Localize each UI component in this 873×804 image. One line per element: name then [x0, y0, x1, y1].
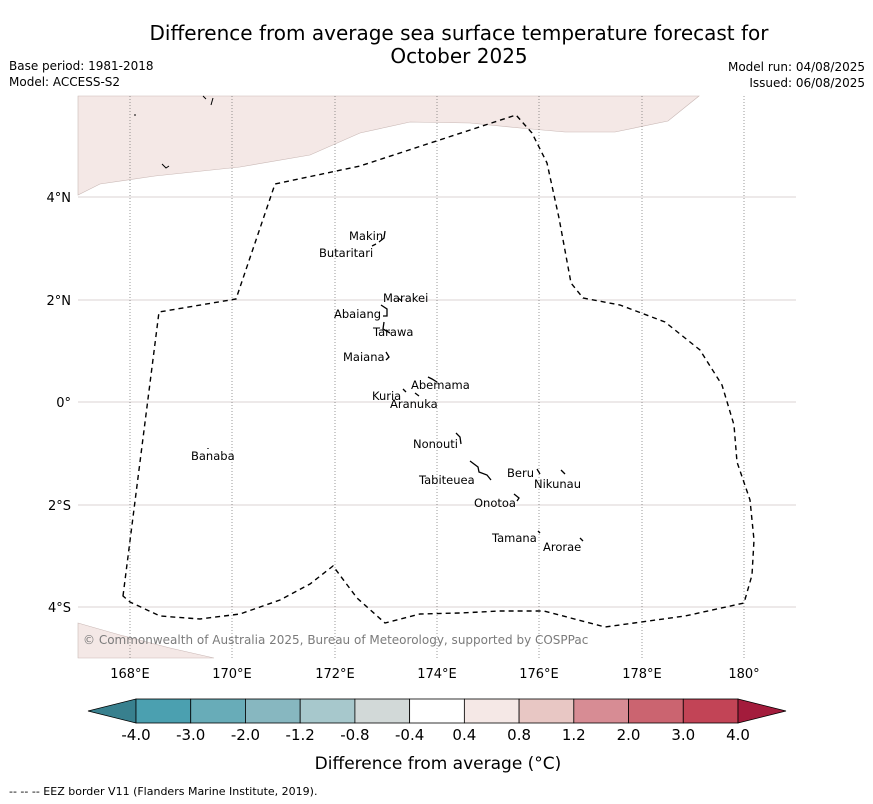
atoll-tamana — [537, 530, 541, 534]
eez-footnote: -- -- -- EEZ border V11 (Flanders Marine… — [9, 785, 318, 798]
label-onotoa: Onotoa — [474, 496, 516, 510]
atoll-kuria — [402, 388, 407, 393]
label-tarawa: Tarawa — [372, 325, 413, 339]
colorbar-extend-low — [87, 698, 137, 724]
lon-label-170e: 170°E — [212, 667, 252, 682]
meta-left: Base period: 1981-2018 Model: ACCESS-S2 — [9, 58, 154, 90]
lon-label-176e: 176°E — [519, 667, 559, 682]
map-title-line2: October 2025 — [390, 44, 528, 68]
colorbar: -4.0 -3.0 -2.0 -1.2 -0.8 -0.4 0.4 0.8 1.2 2.0 3.0 4… — [87, 698, 787, 744]
colorbar-tick-label: 0.8 — [507, 726, 531, 744]
model-run-text: Model run: 04/08/2025 — [727, 60, 865, 74]
label-aranuka: Aranuka — [390, 397, 438, 411]
label-tabiteuea: Tabiteuea — [418, 473, 475, 487]
label-nikunau: Nikunau — [534, 477, 581, 491]
colorbar-tick-label: 4.0 — [726, 726, 750, 744]
colorbar-label: Difference from average (°C) — [315, 754, 562, 774]
colorbar-segment — [573, 698, 629, 724]
atoll-abemama — [427, 376, 438, 383]
atolls — [207, 230, 584, 542]
label-beru: Beru — [507, 466, 534, 480]
gridlines — [78, 96, 796, 658]
label-butaritari: Butaritari — [319, 246, 373, 260]
atoll-marakei — [397, 297, 403, 302]
label-banaba: Banaba — [191, 449, 235, 463]
label-kuria: Kuria — [372, 389, 401, 403]
colorbar-tick-label: 2.0 — [617, 726, 641, 744]
colorbar-segment — [518, 698, 575, 724]
atoll-abaiang — [380, 304, 388, 317]
atoll-onotoa — [513, 493, 520, 502]
colorbar-tick-label: -4.0 — [121, 726, 150, 744]
meta-right: Model run: 04/08/2025 Issued: 06/08/2025 — [728, 59, 865, 91]
colorbar-tick-label: -0.4 — [395, 726, 424, 744]
eez-border — [122, 114, 755, 628]
land-areas — [77, 95, 700, 659]
lat-label-0: 0° — [56, 396, 71, 411]
colorbar-extend-high — [737, 698, 787, 724]
map-title: Difference from average sea surface temp… — [0, 22, 873, 68]
lon-label-168e: 168°E — [110, 667, 150, 682]
lat-label-4s: 4°S — [48, 601, 71, 616]
atoll-tabiteuea — [469, 460, 492, 481]
colorbar-tick-label: -0.8 — [340, 726, 369, 744]
lat-label-4n: 4°N — [47, 191, 72, 206]
atoll-butaritari — [371, 243, 377, 247]
label-marakei: Marakei — [383, 291, 428, 305]
colorbar-tick-label: 0.4 — [452, 726, 476, 744]
lat-label-2n: 2°N — [47, 294, 72, 309]
colorbar-segment — [409, 698, 465, 724]
colorbar-segment — [299, 698, 356, 724]
atoll-tarawa — [382, 321, 391, 334]
colorbar-tick-label: -2.0 — [231, 726, 260, 744]
lat-label-2s: 2°S — [48, 499, 71, 514]
label-nonouti: Nonouti — [413, 437, 458, 451]
atoll-makin — [378, 230, 386, 243]
lon-label-178e: 178°E — [622, 667, 662, 682]
label-makin: Makin — [349, 229, 383, 243]
colorbar-segment — [463, 698, 520, 724]
atoll-maiana — [385, 351, 390, 361]
colorbar-tick-label: -3.0 — [176, 726, 205, 744]
issued-text: Issued: 06/08/2025 — [749, 76, 865, 90]
atoll-beru — [536, 468, 541, 475]
longitude-labels: 168°E 170°E 172°E 174°E 176°E 178°E 180° — [110, 667, 759, 682]
atoll-nonouti — [455, 432, 462, 445]
latitude-labels: 4°N 2°N 0° 2°S 4°S — [47, 191, 72, 616]
colorbar-tick-label: 3.0 — [671, 726, 695, 744]
lon-label-172e: 172°E — [315, 667, 355, 682]
land-southwest — [77, 622, 215, 659]
colorbar-tick-label: 1.2 — [562, 726, 586, 744]
label-tamana: Tamana — [491, 531, 537, 545]
lon-label-180: 180° — [728, 667, 759, 682]
map-title-line1: Difference from average sea surface temp… — [149, 21, 769, 45]
island-labels: Makin Butaritari Marakei Abaiang Tarawa … — [191, 229, 581, 554]
label-abemama: Abemama — [411, 378, 470, 392]
atoll-aranuka — [414, 392, 420, 397]
colorbar-segment — [190, 698, 246, 724]
colorbar-segment — [354, 698, 411, 724]
land-north — [77, 95, 700, 196]
colorbar-segment — [628, 698, 684, 724]
atoll-nikunau — [560, 469, 566, 475]
colorbar-segment — [135, 698, 192, 724]
label-arorae: Arorae — [543, 540, 581, 554]
colorbar-tick-label: -1.2 — [286, 726, 315, 744]
colorbar-segment — [245, 698, 301, 724]
lon-label-174e: 174°E — [417, 667, 457, 682]
atoll-arorae — [579, 537, 584, 542]
colorbar-segment — [682, 698, 739, 724]
coast-details — [134, 95, 214, 169]
base-period-text: Base period: 1981-2018 — [9, 59, 154, 73]
label-maiana: Maiana — [343, 350, 385, 364]
label-abaiang: Abaiang — [334, 307, 381, 321]
model-text: Model: ACCESS-S2 — [9, 75, 121, 89]
copyright-text: © Commonwealth of Australia 2025, Bureau… — [83, 633, 588, 647]
